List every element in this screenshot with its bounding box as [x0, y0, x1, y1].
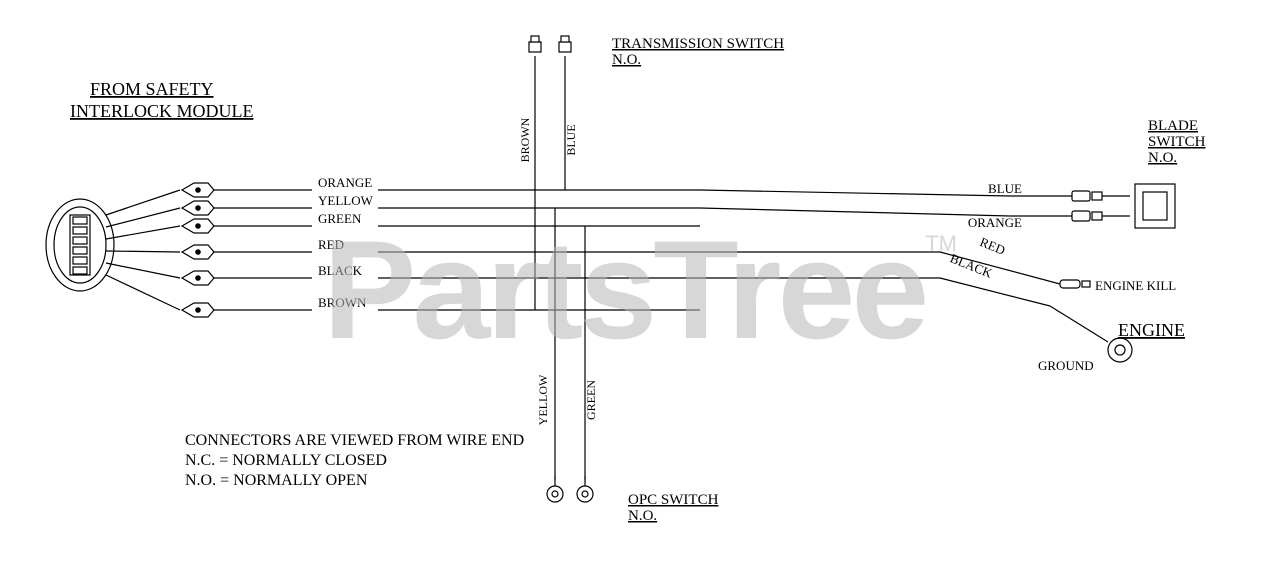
svg-text:RED: RED: [318, 237, 344, 252]
svg-text:N.O. = NORMALLY OPEN: N.O. = NORMALLY OPEN: [185, 472, 368, 489]
svg-text:GREEN: GREEN: [318, 211, 362, 226]
svg-text:ENGINE: ENGINE: [1118, 320, 1185, 340]
svg-text:CONNECTORS ARE VIEWED FROM WIR: CONNECTORS ARE VIEWED FROM WIRE END: [185, 432, 524, 449]
svg-text:SWITCH: SWITCH: [1148, 134, 1206, 150]
svg-text:N.O.: N.O.: [1148, 150, 1177, 166]
svg-text:YELLOW: YELLOW: [536, 374, 550, 425]
svg-text:INTERLOCK MODULE: INTERLOCK MODULE: [70, 101, 253, 121]
svg-text:TRANSMISSION SWITCH: TRANSMISSION SWITCH: [612, 36, 784, 52]
svg-text:BLUE: BLUE: [988, 181, 1022, 196]
svg-text:BLACK: BLACK: [318, 263, 363, 278]
svg-text:BROWN: BROWN: [318, 295, 367, 310]
svg-text:BLUE: BLUE: [564, 124, 578, 155]
svg-text:FROM SAFETY: FROM SAFETY: [90, 79, 214, 99]
svg-text:ORANGE: ORANGE: [968, 215, 1022, 230]
svg-text:N.C. = NORMALLY CLOSED: N.C. = NORMALLY CLOSED: [185, 452, 387, 469]
svg-text:GREEN: GREEN: [584, 380, 598, 420]
svg-text:GROUND: GROUND: [1038, 358, 1094, 373]
svg-text:BROWN: BROWN: [518, 117, 532, 162]
svg-text:N.O.: N.O.: [628, 508, 657, 524]
svg-text:ENGINE KILL: ENGINE KILL: [1095, 278, 1176, 293]
svg-text:BLADE: BLADE: [1148, 118, 1198, 134]
svg-text:BLACK: BLACK: [948, 250, 995, 281]
svg-text:RED: RED: [978, 234, 1008, 258]
svg-text:YELLOW: YELLOW: [318, 193, 374, 208]
svg-text:N.O.: N.O.: [612, 52, 641, 68]
svg-text:ORANGE: ORANGE: [318, 175, 372, 190]
wiring-diagram: FROM SAFETYINTERLOCK MODULE ORANGE YELLOW G…: [0, 0, 1280, 580]
svg-text:OPC SWITCH: OPC SWITCH: [628, 492, 719, 508]
